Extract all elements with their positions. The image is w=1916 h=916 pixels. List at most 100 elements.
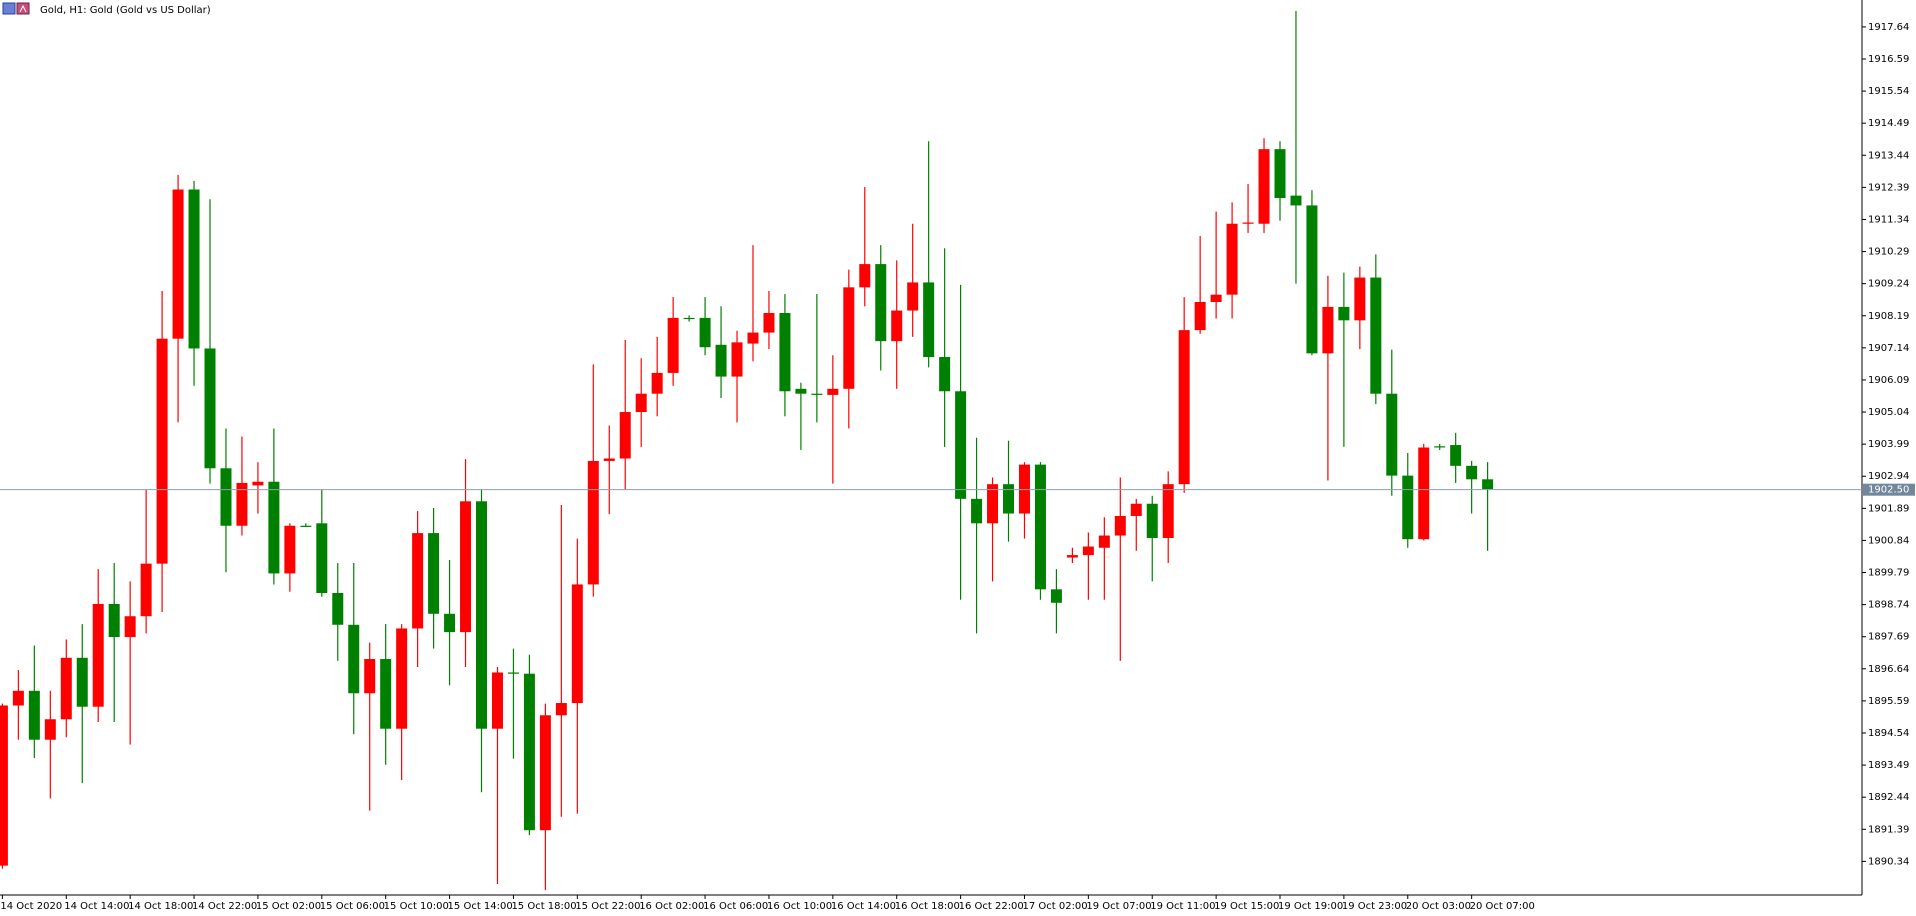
y-tick-label: 1910.29 [1868,247,1909,258]
candle-body [92,604,104,707]
candle-body [683,317,695,320]
candle-body [1098,535,1110,548]
x-tick-label: 15 Oct 06:00 [320,901,385,912]
y-tick-label: 1893.49 [1868,760,1909,771]
candle-body [60,657,72,720]
y-tick-label: 1917.64 [1868,22,1909,33]
candle-body [1466,465,1478,480]
x-tick-label: 14 Oct 2020 [0,901,62,912]
candle-body [76,657,88,707]
candle-body [1306,205,1318,354]
candle-body [220,468,232,526]
candle-body [507,672,519,674]
x-tick-label: 16 Oct 14:00 [831,901,896,912]
last-price-label: 1902.50 [1868,485,1909,496]
x-tick-label: 17 Oct 02:00 [1022,901,1087,912]
candle-body [396,628,408,729]
x-tick-label: 19 Oct 11:00 [1150,901,1215,912]
candle-body [316,523,328,593]
candle-body [939,357,951,392]
y-tick-label: 1911.34 [1868,214,1909,225]
candle-body [444,613,456,633]
y-tick-label: 1890.34 [1868,856,1909,867]
candle-body [587,460,599,585]
candle-body [1386,393,1398,476]
y-tick-label: 1898.74 [1868,600,1909,611]
y-tick-label: 1899.79 [1868,568,1909,579]
candle-body [268,481,280,574]
chart-title: Gold, H1: Gold (Gold vs US Dollar) [40,5,211,16]
candle-body [651,372,663,394]
candle-body [971,498,983,524]
x-tick-label: 16 Oct 22:00 [959,901,1024,912]
candle-body [1130,503,1142,516]
y-tick-label: 1894.54 [1868,728,1909,739]
candle-body [1018,464,1030,514]
x-tick-label: 20 Oct 07:00 [1470,901,1535,912]
candle-body [635,393,647,413]
candle-body [108,604,120,638]
candle-body [252,481,264,486]
candle-body [1290,195,1302,206]
candle-body [1226,223,1238,295]
candle-body [204,348,216,469]
candle-body [827,388,839,395]
candle-body [843,287,855,389]
x-tick-label: 19 Oct 07:00 [1086,901,1151,912]
candle-body [571,584,583,704]
y-tick-label: 1892.44 [1868,792,1909,803]
candle-body [1482,479,1494,490]
y-tick-label: 1906.09 [1868,375,1909,386]
candle-body [731,342,743,377]
candle-body [1242,222,1254,224]
y-tick-label: 1897.69 [1868,632,1909,643]
y-tick-label: 1896.64 [1868,664,1909,675]
candle-body [364,659,376,694]
x-tick-label: 15 Oct 18:00 [511,901,576,912]
candle-body [300,525,312,527]
y-tick-label: 1902.94 [1868,471,1909,482]
y-tick-label: 1891.39 [1868,824,1909,835]
candle-body [1450,445,1462,466]
candle-body [619,412,631,459]
candle-body [923,282,935,358]
candle-body [1274,149,1286,199]
candle-body [555,703,567,716]
candle-body [1354,277,1366,321]
candle-body [1146,503,1158,538]
last-price-box [1863,483,1915,496]
candle-body [523,673,535,831]
x-tick-label: 14 Oct 22:00 [192,901,257,912]
candle-body [1162,484,1174,538]
y-tick-label: 1915.54 [1868,86,1909,97]
x-tick-label: 15 Oct 02:00 [256,901,321,912]
candle-body [332,592,344,625]
x-tick-label: 15 Oct 14:00 [448,901,513,912]
candle-body [1338,306,1350,321]
candle-body [955,391,967,499]
candle-body [28,690,40,740]
candle-body [795,388,807,394]
candle-body [0,705,8,866]
candle-body [1418,447,1430,540]
candle-body [476,501,487,729]
y-tick-label: 1905.04 [1868,407,1909,418]
x-tick-label: 19 Oct 19:00 [1278,901,1343,912]
candle-body [811,393,823,395]
candle-body [1258,149,1270,224]
y-tick-label: 1914.49 [1868,118,1909,129]
candle-body [987,484,999,524]
candle-body [1066,555,1078,558]
y-tick-label: 1895.59 [1868,696,1909,707]
y-tick-label: 1900.84 [1868,535,1909,546]
candle-body [1434,446,1446,448]
candle-body [1082,546,1094,556]
candle-body [907,282,919,311]
candle-body [859,264,871,288]
x-tick-label: 14 Oct 14:00 [64,901,129,912]
candle-body [1194,302,1206,331]
x-tick-label: 16 Oct 06:00 [703,901,768,912]
candle-body [875,264,887,342]
candle-body [1114,515,1126,536]
